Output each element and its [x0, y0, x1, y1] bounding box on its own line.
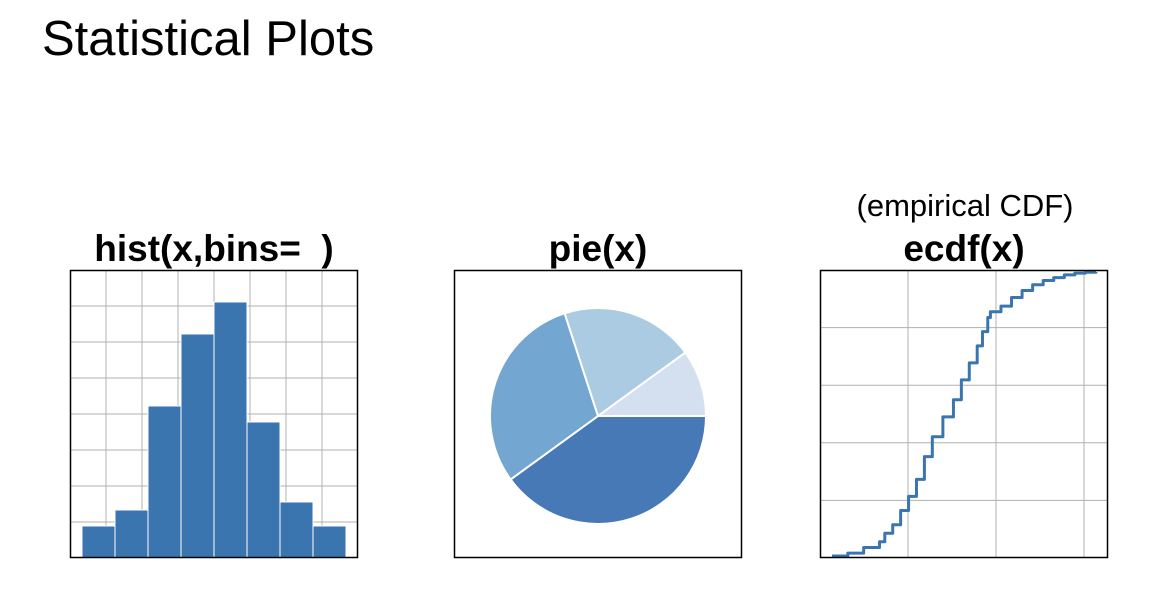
histogram-chart — [69, 269, 359, 559]
hist-bar — [81, 525, 116, 559]
pie-chart — [453, 269, 743, 559]
pie-slice — [509, 415, 708, 525]
hist-bar — [246, 421, 281, 559]
hist-bar — [312, 525, 347, 559]
pie-slice — [563, 307, 687, 418]
hist-bar — [180, 333, 215, 559]
ecdf-chart — [819, 269, 1109, 559]
ecdf-line — [832, 270, 1098, 558]
page-title: Statistical Plots — [42, 12, 375, 66]
pie-title: pie(x) — [548, 228, 648, 269]
ecdf-title: ecdf(x) — [903, 228, 1025, 269]
plot-frame — [453, 269, 743, 559]
hist-title: hist(x,bins= ) — [94, 228, 334, 269]
plot-frame — [69, 269, 359, 559]
pie-slice — [489, 312, 600, 481]
plot-frame — [819, 269, 1109, 559]
pie-slice — [594, 351, 708, 417]
hist-bar — [213, 301, 248, 559]
hist-bar — [147, 405, 182, 559]
hist-bar — [279, 501, 314, 559]
hist-bar — [114, 509, 149, 559]
ecdf-subtitle: (empirical CDF) — [856, 188, 1074, 223]
